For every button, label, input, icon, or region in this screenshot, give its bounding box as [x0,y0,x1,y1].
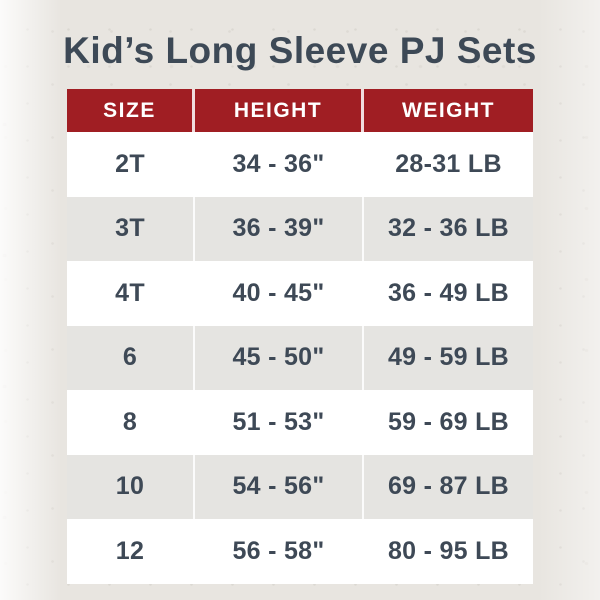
table-header-row: SIZE HEIGHT WEIGHT [67,89,533,132]
table-row: 8 51 - 53" 59 - 69 LB [67,390,533,455]
cell-size: 12 [67,519,195,584]
cell-weight: 32 - 36 LB [387,214,510,243]
table-row: 12 56 - 58" 80 - 95 LB [67,519,533,584]
size-chart-table: SIZE HEIGHT WEIGHT 2T 34 - 36" 28-31 LB … [67,89,533,584]
cell-weight: 80 - 95 LB [387,536,510,565]
cell-weight: 28-31 LB [395,149,502,178]
cell-weight: 59 - 69 LB [387,407,510,436]
table-row: 6 45 - 50" 49 - 59 LB [67,325,533,390]
column-header-height: HEIGHT [195,89,364,132]
table-row: 4T 40 - 45" 36 - 49 LB [67,261,533,326]
cell-height: 40 - 45" [195,261,364,326]
table-row: 3T 36 - 39" 32 - 36 LB [67,196,533,261]
cell-size: 2T [67,132,195,197]
cell-height: 54 - 56" [195,454,364,519]
cell-size: 4T [67,261,195,326]
cell-height: 45 - 50" [195,325,364,390]
cell-weight: 69 - 87 LB [387,472,510,501]
cell-height: 36 - 39" [195,196,364,261]
cell-weight: 49 - 59 LB [387,343,510,372]
cell-size: 10 [67,454,195,519]
cell-height: 56 - 58" [195,519,364,584]
cell-size: 8 [67,390,195,455]
cell-size: 6 [67,325,195,390]
cell-weight: 36 - 49 LB [387,278,510,307]
cell-height: 51 - 53" [195,390,364,455]
cell-height: 34 - 36" [195,132,364,197]
column-header-size: SIZE [67,89,195,132]
table-row: 10 54 - 56" 69 - 87 LB [67,454,533,519]
cell-size: 3T [67,196,195,261]
column-header-weight: WEIGHT [402,98,495,122]
page-title: Kid’s Long Sleeve PJ Sets [63,30,537,71]
table-row: 2T 34 - 36" 28-31 LB [67,132,533,197]
